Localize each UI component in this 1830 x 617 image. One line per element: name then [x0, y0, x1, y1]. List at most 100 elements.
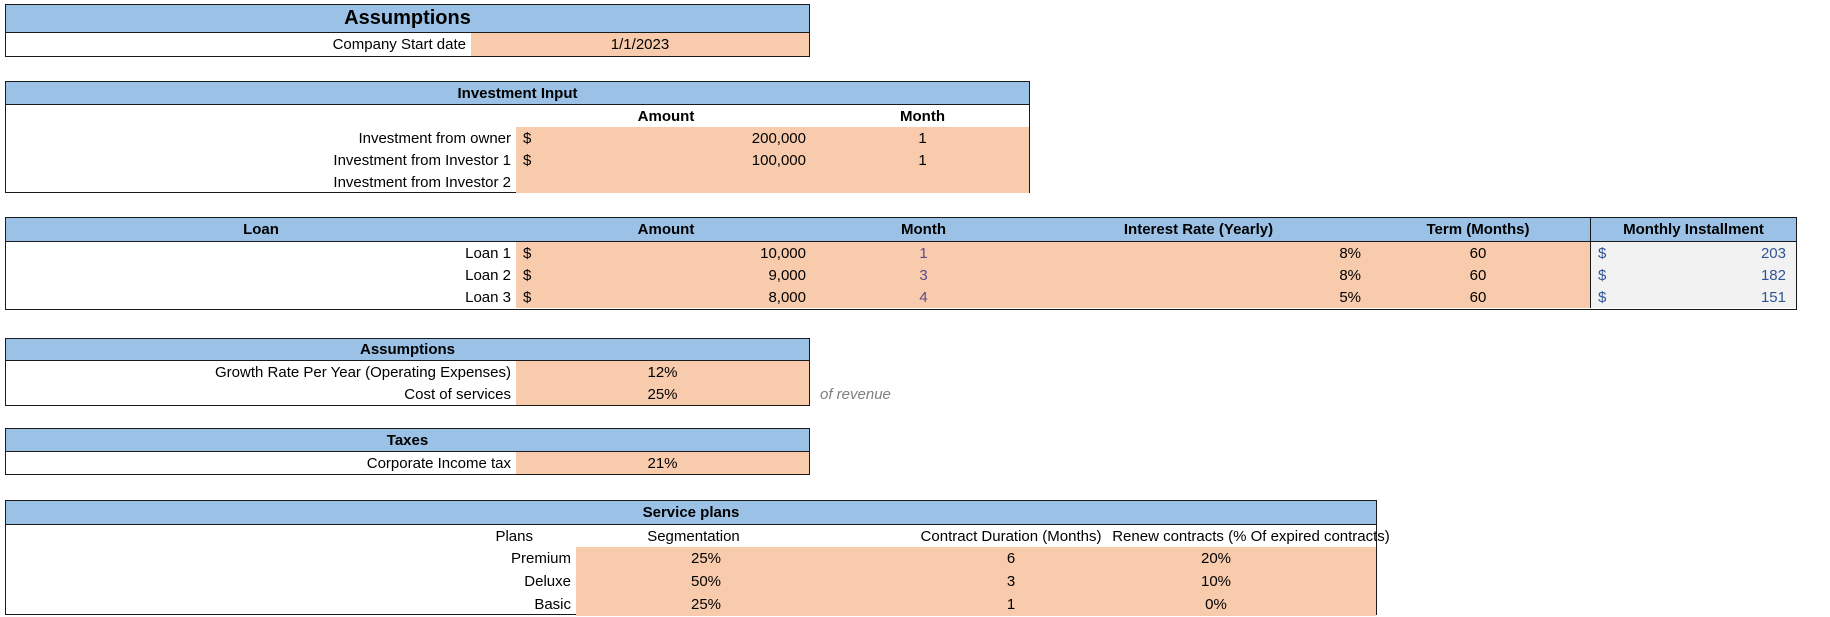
investment-owner-month-cell[interactable]: 1	[816, 127, 1029, 149]
service-plans-title: Service plans	[642, 504, 740, 521]
amount-value: 100,000	[751, 151, 806, 169]
investment-investor2-label: Investment from Investor 2	[333, 173, 511, 191]
loan1-amount-cell[interactable]: $ 10,000	[516, 242, 816, 264]
loan3-interest-cell[interactable]: 5%	[1031, 286, 1366, 308]
operating-assumptions-title-row: Assumptions	[6, 339, 809, 361]
table-row: Investment from Investor 2	[6, 171, 1029, 193]
deluxe-renew-cell[interactable]: 10%	[1186, 570, 1376, 593]
deluxe-segmentation-cell[interactable]: 50%	[576, 570, 836, 593]
investment-investor2-month-cell[interactable]	[816, 171, 1029, 193]
premium-label: Premium	[510, 550, 571, 567]
deluxe-duration-cell[interactable]: 3	[836, 570, 1186, 593]
table-row: Loan 3 $ 8,000 4 5% 60 $ 151	[6, 286, 1796, 308]
table-row: Basic 25% 1 0%	[6, 593, 1376, 616]
operating-assumptions-table: Assumptions Growth Rate Per Year (Operat…	[5, 338, 810, 406]
renew-header: Renew contracts (% Of expired contracts)	[1112, 527, 1390, 545]
investment-title-row: Investment Input	[6, 82, 1029, 105]
loan-installment-header: Monthly Installment	[1590, 218, 1796, 241]
corporate-tax-label: Corporate Income tax	[366, 454, 511, 472]
investment-amount-header: Amount	[637, 107, 695, 125]
amount-value: 200,000	[751, 129, 806, 147]
investment-title: Investment Input	[457, 84, 578, 102]
loan2-installment-cell[interactable]: $ 182	[1590, 264, 1796, 286]
loan3-amount-cell[interactable]: $ 8,000	[516, 286, 816, 308]
loan2-label: Loan 2	[465, 266, 511, 284]
loan-header-row: Loan Amount Month Interest Rate (Yearly)…	[6, 218, 1796, 242]
basic-renew-cell[interactable]: 0%	[1186, 593, 1376, 616]
table-row: Deluxe 50% 3 10%	[6, 570, 1376, 593]
cost-of-services-cell[interactable]: 25%	[516, 383, 809, 405]
service-plans-table: Service plans Plans Segmentation Contrac…	[5, 500, 1390, 616]
loan2-interest-cell[interactable]: 8%	[1031, 264, 1366, 286]
investment-header-row: Amount Month	[6, 105, 1029, 127]
assumptions-title: Assumptions	[344, 7, 471, 29]
loan2-amount-cell[interactable]: $ 9,000	[516, 264, 816, 286]
taxes-title: Taxes	[386, 431, 429, 449]
loan1-month-cell[interactable]: 1	[816, 242, 1031, 264]
loan1-interest-cell[interactable]: 8%	[1031, 242, 1366, 264]
of-revenue-note: of revenue	[820, 385, 891, 403]
investment-investor1-amount-cell[interactable]: $ 100,000	[516, 149, 816, 171]
segmentation-header: Segmentation	[647, 527, 740, 545]
installment-value: 203	[1760, 244, 1786, 262]
currency-symbol: $	[1598, 266, 1607, 284]
loan1-installment-cell[interactable]: $ 203	[1590, 242, 1796, 264]
table-row: Premium 25% 6 20%	[6, 547, 1376, 570]
loan2-term-cell[interactable]: 60	[1366, 264, 1590, 286]
currency-symbol: $	[1598, 288, 1607, 306]
loan-header: Loan	[243, 221, 279, 238]
loan-interest-header: Interest Rate (Yearly)	[1123, 221, 1274, 238]
growth-rate-label: Growth Rate Per Year (Operating Expenses…	[215, 363, 511, 381]
basic-duration-cell[interactable]: 1	[836, 593, 1186, 616]
table-row: Corporate Income tax 21%	[6, 452, 809, 474]
loan-amount-header: Amount	[637, 221, 695, 238]
loan3-term-cell[interactable]: 60	[1366, 286, 1590, 308]
company-start-date-cell[interactable]: 1/1/2023	[471, 33, 809, 56]
amount-value: 8,000	[768, 288, 806, 306]
loan1-term-cell[interactable]: 60	[1366, 242, 1590, 264]
investment-input-table: Investment Input Amount Month Investment…	[5, 81, 1030, 193]
premium-duration-cell[interactable]: 6	[836, 547, 1186, 570]
basic-label: Basic	[534, 596, 571, 613]
loan-term-header: Term (Months)	[1426, 221, 1530, 238]
currency-symbol: $	[523, 129, 532, 147]
company-start-date-row: Company Start date 1/1/2023	[6, 33, 809, 56]
assumptions-title-row: Assumptions	[6, 5, 809, 33]
premium-segmentation-cell[interactable]: 25%	[576, 547, 836, 570]
loan3-month-cell[interactable]: 4	[816, 286, 1031, 308]
table-row: Growth Rate Per Year (Operating Expenses…	[6, 361, 809, 383]
investment-investor2-amount-cell[interactable]	[516, 171, 816, 193]
currency-symbol: $	[523, 244, 532, 262]
basic-segmentation-cell[interactable]: 25%	[576, 593, 836, 616]
loan3-label: Loan 3	[465, 288, 511, 306]
currency-symbol: $	[523, 266, 532, 284]
service-plans-header-row: Plans Segmentation Contract Duration (Mo…	[6, 525, 1390, 547]
growth-rate-cell[interactable]: 12%	[516, 361, 809, 383]
deluxe-label: Deluxe	[524, 573, 571, 590]
duration-header: Contract Duration (Months)	[920, 527, 1102, 545]
loan2-month-cell[interactable]: 3	[816, 264, 1031, 286]
amount-value: 9,000	[768, 266, 806, 284]
currency-symbol: $	[523, 151, 532, 169]
amount-value: 10,000	[760, 244, 806, 262]
installment-value: 151	[1760, 288, 1786, 306]
cost-of-services-label: Cost of services	[404, 385, 511, 403]
operating-assumptions-title: Assumptions	[359, 341, 455, 358]
premium-renew-cell[interactable]: 20%	[1186, 547, 1376, 570]
installment-value: 182	[1760, 266, 1786, 284]
table-row: Investment from Investor 1 $ 100,000 1	[6, 149, 1029, 171]
investment-investor1-label: Investment from Investor 1	[333, 151, 511, 169]
table-row: Loan 2 $ 9,000 3 8% 60 $ 182	[6, 264, 1796, 286]
investment-owner-label: Investment from owner	[358, 129, 511, 147]
corporate-tax-cell[interactable]: 21%	[516, 452, 809, 474]
loan-table: Loan Amount Month Interest Rate (Yearly)…	[5, 217, 1797, 310]
table-row: Investment from owner $ 200,000 1	[6, 127, 1029, 149]
investment-owner-amount-cell[interactable]: $ 200,000	[516, 127, 816, 149]
currency-symbol: $	[523, 288, 532, 306]
assumptions-start-table: Assumptions Company Start date 1/1/2023	[5, 4, 810, 57]
currency-symbol: $	[1598, 244, 1607, 262]
loan3-installment-cell[interactable]: $ 151	[1590, 286, 1796, 308]
investment-investor1-month-cell[interactable]: 1	[816, 149, 1029, 171]
plans-header: Plans	[495, 527, 533, 545]
